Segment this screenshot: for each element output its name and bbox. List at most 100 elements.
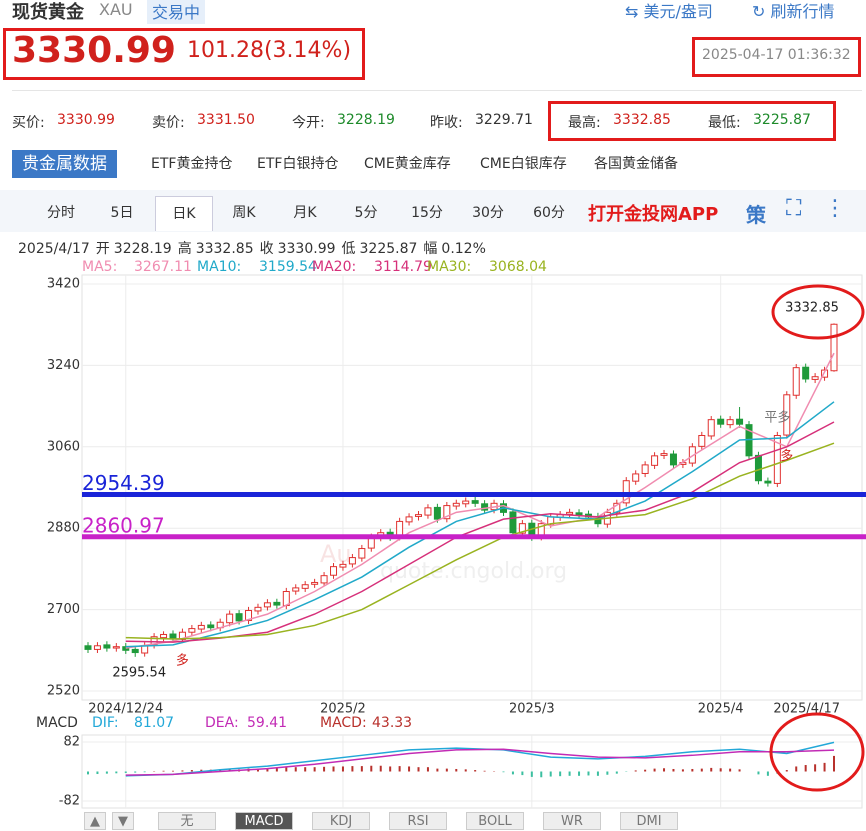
tab[interactable]: 贵金属数据 (12, 150, 117, 178)
period-tab[interactable]: 30分 (460, 196, 516, 230)
tab[interactable]: ETF白银持仓 (251, 150, 344, 178)
signal-marker: 多 (780, 448, 793, 464)
macd-bar (87, 772, 89, 775)
indicator-tab[interactable]: WR (543, 812, 601, 830)
refresh: 刷新行情 (771, 2, 835, 21)
symbol: XAU (99, 0, 133, 19)
macd-bar (531, 772, 533, 777)
period-tab[interactable]: 分时 (33, 196, 89, 230)
candle-body (699, 435, 705, 446)
legend-value: 3159.54 (259, 259, 317, 275)
indicator-tab[interactable]: RSI (389, 812, 447, 830)
candle-body (189, 629, 195, 633)
indicator-tab[interactable]: DMI (620, 812, 678, 830)
indicator-tab[interactable]: KDJ (312, 812, 370, 830)
macd-bar (757, 772, 759, 775)
info-value: 0.12% (441, 241, 485, 257)
candle-body (321, 576, 327, 583)
macd-bar (144, 772, 146, 773)
macd-bar (814, 764, 816, 771)
macd-bar (720, 768, 722, 771)
period-tab[interactable]: 周K (216, 196, 272, 230)
tab[interactable]: ETF黄金持仓 (145, 150, 238, 178)
unit-button[interactable]: ⇆ 美元/盎司 (625, 0, 713, 22)
legend-name: MA30: (427, 259, 471, 275)
legend-value: 43.33 (372, 715, 412, 731)
macd-bar (597, 772, 599, 776)
candle-body (463, 501, 469, 504)
macd-bar (578, 772, 580, 776)
candle-body (803, 367, 809, 379)
macd-title: MACD (36, 715, 78, 731)
candle-body (416, 515, 422, 517)
scroll-up[interactable]: ▲ (84, 812, 106, 830)
macd-bar (125, 772, 127, 773)
divider (12, 90, 862, 91)
fullscreen[interactable]: ⛶ (786, 196, 801, 221)
quote-label: 买价: (12, 112, 45, 132)
macd-bar (295, 767, 297, 771)
plot-frame (82, 275, 862, 700)
macd-bar (314, 767, 316, 771)
macd-bar (691, 769, 693, 772)
macd-bar (663, 768, 665, 771)
tab[interactable]: CME白银库存 (474, 150, 573, 178)
info-label: 开 (96, 241, 110, 257)
candle-body (113, 647, 119, 648)
macd-bar (635, 770, 637, 771)
macd-bar (342, 766, 344, 771)
info-label: 幅 (423, 241, 437, 257)
indicator-tab[interactable]: 无 (158, 812, 216, 830)
period-tab[interactable]: 月K (277, 196, 333, 230)
candle-body (331, 567, 337, 576)
y-tick-label: 3240 (47, 358, 80, 373)
macd-bar (427, 767, 429, 771)
candle-body (340, 564, 346, 567)
macd-bar (106, 772, 108, 774)
tab[interactable]: 各国黄金储备 (588, 150, 684, 178)
more[interactable]: ⋮ (824, 196, 846, 221)
candle-body (94, 646, 100, 650)
tab[interactable]: CME黄金库存 (358, 150, 457, 178)
candle-body (633, 474, 639, 481)
info-value: 3228.19 (114, 241, 172, 257)
indicator-tab[interactable]: BOLL (466, 812, 524, 830)
legend-value: 81.07 (134, 715, 174, 731)
macd-bar (399, 766, 401, 771)
macd-bar (408, 766, 410, 771)
candle-body (132, 649, 138, 652)
indicator-tab[interactable]: MACD (235, 812, 293, 830)
macd-bar (710, 768, 712, 772)
period-tab[interactable]: 5日 (94, 196, 150, 230)
candle-body (472, 501, 478, 504)
macd-bar (824, 763, 826, 772)
macd-bar (512, 772, 514, 775)
macd-bar (559, 772, 561, 777)
refresh-button[interactable]: ↻ 刷新行情 (752, 0, 835, 22)
candle-body (652, 456, 658, 465)
status: 交易中 (147, 0, 205, 24)
legend-name: DEA: (205, 715, 239, 731)
legend-name: MA20: (312, 259, 356, 275)
period-tab[interactable]: 5分 (338, 196, 394, 230)
legend-value: 59.41 (247, 715, 287, 731)
y-tick-label: -82 (59, 794, 80, 809)
info-value: 3225.87 (360, 241, 418, 257)
period-tab[interactable]: 60分 (521, 196, 577, 230)
quote-value: 3330.99 (57, 112, 115, 128)
period-tab[interactable]: 日K (155, 196, 213, 231)
promo[interactable]: 打开金投网APP (588, 200, 718, 226)
macd-bar (795, 766, 797, 771)
macd-bar (569, 772, 571, 776)
period-tab[interactable]: 15分 (399, 196, 455, 230)
macd-bar (606, 772, 608, 775)
candle-body (302, 585, 308, 589)
y-tick-label: 2520 (47, 684, 80, 699)
strategy[interactable]: 策 (746, 199, 766, 228)
macd-bar (739, 769, 741, 771)
candle-body (359, 549, 365, 558)
scroll-down[interactable]: ▼ (112, 812, 134, 830)
macd-bar (276, 768, 278, 771)
macd-bar (285, 768, 287, 772)
